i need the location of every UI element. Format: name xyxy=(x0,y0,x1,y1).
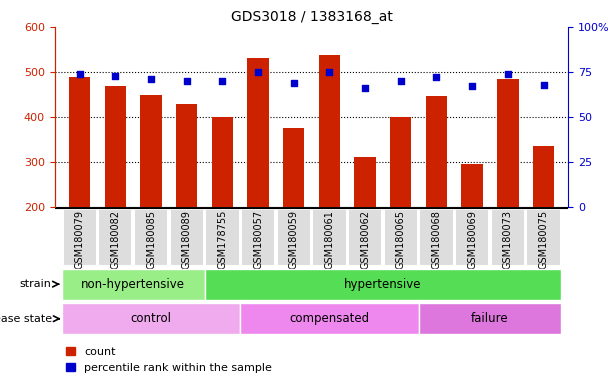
FancyBboxPatch shape xyxy=(241,209,275,266)
Point xyxy=(539,81,548,88)
Point xyxy=(146,76,156,82)
Text: failure: failure xyxy=(471,312,509,325)
Text: strain: strain xyxy=(20,279,52,289)
Text: GSM180068: GSM180068 xyxy=(432,210,441,269)
Point xyxy=(468,83,477,89)
Bar xyxy=(176,104,198,207)
FancyBboxPatch shape xyxy=(204,269,561,300)
Text: GSM180059: GSM180059 xyxy=(289,210,299,269)
Bar xyxy=(319,55,340,207)
Title: GDS3018 / 1383168_at: GDS3018 / 1383168_at xyxy=(230,10,393,25)
Text: GSM178755: GSM178755 xyxy=(218,210,227,269)
Text: GSM180082: GSM180082 xyxy=(111,210,120,269)
Point xyxy=(289,80,299,86)
Bar xyxy=(390,117,412,207)
Text: GSM180085: GSM180085 xyxy=(146,210,156,269)
Point xyxy=(503,71,513,77)
Point xyxy=(253,69,263,75)
Legend: count, percentile rank within the sample: count, percentile rank within the sample xyxy=(66,347,272,373)
Point xyxy=(432,74,441,81)
FancyBboxPatch shape xyxy=(455,209,489,266)
FancyBboxPatch shape xyxy=(313,209,347,266)
Point xyxy=(396,78,406,84)
Text: GSM180069: GSM180069 xyxy=(467,210,477,269)
FancyBboxPatch shape xyxy=(134,209,168,266)
Bar xyxy=(461,164,483,207)
Point xyxy=(182,78,192,84)
Text: GSM180073: GSM180073 xyxy=(503,210,513,269)
FancyBboxPatch shape xyxy=(240,303,419,334)
Bar xyxy=(247,58,269,207)
Text: GSM180057: GSM180057 xyxy=(253,210,263,269)
FancyBboxPatch shape xyxy=(384,209,418,266)
Bar xyxy=(354,157,376,207)
Bar xyxy=(533,146,554,207)
FancyBboxPatch shape xyxy=(170,209,204,266)
Text: control: control xyxy=(131,312,171,325)
Bar xyxy=(105,86,126,207)
Bar xyxy=(426,96,447,207)
Text: GSM180061: GSM180061 xyxy=(325,210,334,269)
Bar xyxy=(69,76,91,207)
Point xyxy=(111,73,120,79)
Bar xyxy=(140,94,162,207)
Point xyxy=(361,85,370,91)
FancyBboxPatch shape xyxy=(277,209,311,266)
FancyBboxPatch shape xyxy=(527,209,561,266)
FancyBboxPatch shape xyxy=(420,209,454,266)
FancyBboxPatch shape xyxy=(206,209,240,266)
FancyBboxPatch shape xyxy=(419,303,561,334)
FancyBboxPatch shape xyxy=(62,303,240,334)
FancyBboxPatch shape xyxy=(348,209,382,266)
Text: GSM180075: GSM180075 xyxy=(539,210,548,269)
Text: compensated: compensated xyxy=(289,312,370,325)
FancyBboxPatch shape xyxy=(62,269,204,300)
Point xyxy=(75,71,85,77)
Text: GSM180062: GSM180062 xyxy=(360,210,370,269)
Text: disease state: disease state xyxy=(0,314,52,324)
FancyBboxPatch shape xyxy=(491,209,525,266)
Bar xyxy=(283,128,305,207)
FancyBboxPatch shape xyxy=(63,209,97,266)
Text: GSM180089: GSM180089 xyxy=(182,210,192,269)
Text: non-hypertensive: non-hypertensive xyxy=(81,278,185,291)
FancyBboxPatch shape xyxy=(98,209,133,266)
Text: hypertensive: hypertensive xyxy=(344,278,422,291)
Text: GSM180079: GSM180079 xyxy=(75,210,85,269)
Point xyxy=(218,78,227,84)
Text: GSM180065: GSM180065 xyxy=(396,210,406,269)
Point xyxy=(325,69,334,75)
Bar xyxy=(497,79,519,207)
Bar xyxy=(212,117,233,207)
